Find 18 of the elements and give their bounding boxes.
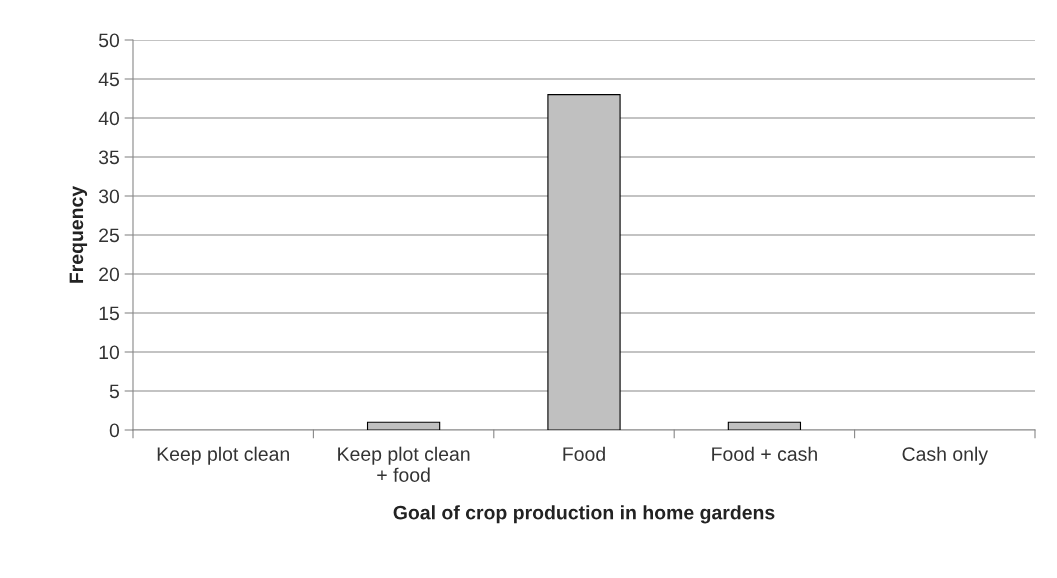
x-axis-title: Goal of crop production in home gardens	[393, 505, 775, 524]
y-tick-label: 5	[109, 384, 119, 399]
x-tick-label: Keep plot clean + food	[338, 446, 470, 482]
y-tick-label: 10	[99, 345, 120, 360]
x-tick-label: Keep plot clean	[157, 446, 289, 465]
y-tick-label: 50	[98, 33, 120, 48]
y-axis-title: Frequency	[69, 185, 88, 283]
y-tick-label: 30	[98, 189, 120, 204]
y-tick-label: 20	[99, 267, 120, 282]
x-tick-label: Food	[563, 446, 605, 461]
y-tick-label: 35	[98, 150, 119, 165]
y-tick-label: 40	[98, 111, 120, 126]
x-tick-label: Cash only	[902, 446, 988, 465]
y-tick-label: 25	[99, 228, 119, 243]
y-tick-label: 0	[109, 423, 120, 438]
y-tick-label: 45	[98, 72, 119, 87]
x-tick-label: Food + cash	[712, 446, 817, 461]
y-tick-label: 15	[99, 306, 119, 321]
